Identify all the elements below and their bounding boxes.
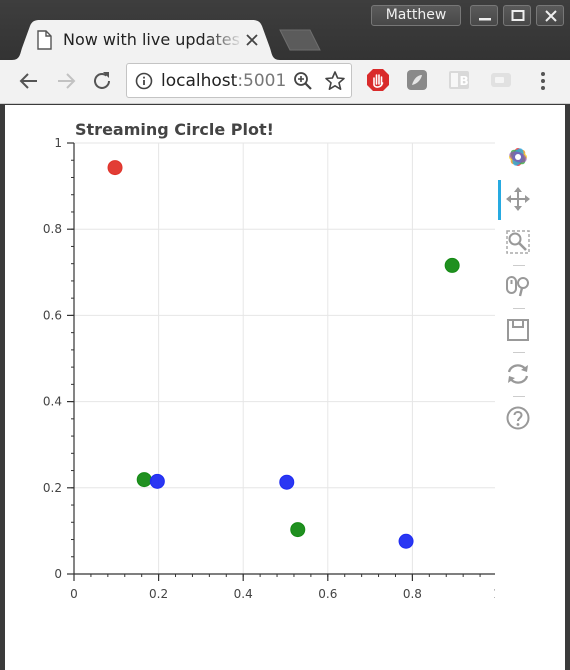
x-tick-label: 0.8 <box>403 587 422 601</box>
forward-arrow-icon[interactable] <box>55 70 77 92</box>
plot-toolbar <box>498 140 538 440</box>
document-icon <box>37 30 52 50</box>
bokeh-logo[interactable] <box>504 143 532 171</box>
info-icon[interactable] <box>135 72 153 90</box>
url-text: localhost:5001 <box>161 71 286 91</box>
data-point <box>444 257 460 273</box>
menu-icon[interactable] <box>533 70 553 92</box>
minimize-button[interactable] <box>470 5 498 26</box>
back-arrow-icon[interactable] <box>18 70 40 92</box>
extension-icon[interactable] <box>405 68 429 92</box>
camera-extension-icon[interactable] <box>490 69 512 91</box>
url-port: :5001 <box>237 71 287 91</box>
data-point <box>149 473 165 489</box>
page-content: Streaming Circle Plot! 0 0.2 0.4 0.6 0.8 1 0 0.… <box>5 105 565 670</box>
window-titlebar: Matthew Now with live updates! <box>0 0 570 60</box>
x-tick-label: 0 <box>70 587 78 601</box>
box-zoom-tool-icon[interactable] <box>504 228 532 256</box>
close-window-button[interactable] <box>536 5 564 26</box>
tab-title: Now with live updates! <box>63 30 243 49</box>
x-tick-label: 0.2 <box>149 587 168 601</box>
save-tool-icon[interactable] <box>504 316 532 344</box>
adblock-icon[interactable] <box>366 68 390 92</box>
maximize-icon <box>511 10 525 21</box>
url-host: localhost <box>161 71 238 91</box>
active-tool-indicator <box>498 180 501 220</box>
data-point <box>398 533 414 549</box>
wheel-zoom-tool-icon[interactable] <box>504 272 532 300</box>
profile-button[interactable]: Matthew <box>371 5 461 26</box>
pan-tool-icon[interactable] <box>504 185 532 213</box>
minimize-icon <box>479 18 491 21</box>
help-tool-icon[interactable] <box>504 404 532 432</box>
tool-separator <box>513 265 525 266</box>
maximize-button[interactable] <box>503 5 531 26</box>
reset-tool-icon[interactable] <box>504 360 532 388</box>
y-tick-label: 0.6 <box>43 308 62 322</box>
tab-close-icon[interactable] <box>245 33 259 47</box>
y-tick-label: 0 <box>54 567 62 581</box>
chart-title: Streaming Circle Plot! <box>75 120 274 139</box>
y-tick-label: 0.8 <box>43 222 62 236</box>
data-point <box>136 472 152 488</box>
x-tick-label: 0.6 <box>318 587 337 601</box>
reload-icon[interactable] <box>91 70 113 92</box>
tab-shape <box>12 20 280 60</box>
new-tab-button[interactable] <box>278 29 322 51</box>
svg-text:B: B <box>460 74 469 88</box>
y-tick-label: 1 <box>54 136 62 150</box>
axes: 0 0.2 0.4 0.6 0.8 1 0 0.2 0.4 0.6 0.8 1 <box>43 136 495 601</box>
grid-lines <box>74 142 495 574</box>
data-point <box>279 474 295 490</box>
tool-separator <box>513 396 525 397</box>
y-tick-label: 0.2 <box>43 481 62 495</box>
address-bar[interactable]: localhost:5001 <box>126 63 352 98</box>
scatter-plot[interactable]: Streaming Circle Plot! 0 0.2 0.4 0.6 0.8 1 0 0.… <box>5 105 495 625</box>
tool-separator <box>513 308 525 309</box>
x-tick-label: 0.4 <box>234 587 253 601</box>
bookmark-extension-icon[interactable]: B <box>448 69 470 91</box>
zoom-icon[interactable] <box>293 71 313 91</box>
data-point <box>290 522 306 538</box>
tool-separator <box>513 352 525 353</box>
star-icon[interactable] <box>324 70 346 92</box>
data-points <box>107 160 460 549</box>
y-tick-label: 0.4 <box>43 395 62 409</box>
browser-toolbar: localhost:5001 B <box>0 60 570 104</box>
close-icon <box>545 10 557 22</box>
data-point <box>107 160 123 176</box>
tab-active[interactable]: Now with live updates! <box>12 20 280 60</box>
x-tick-label: 1 <box>493 587 495 601</box>
